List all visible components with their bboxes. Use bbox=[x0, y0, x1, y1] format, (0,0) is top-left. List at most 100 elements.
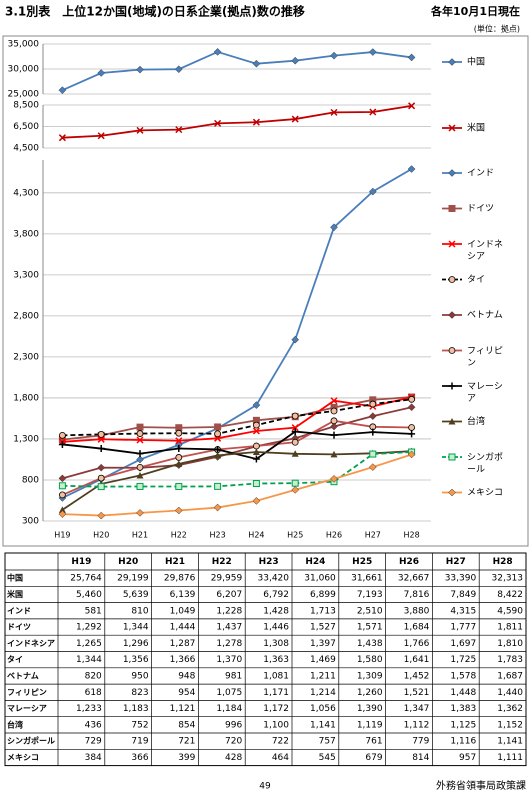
table-header: H22 bbox=[212, 557, 232, 567]
table-cell: 719 bbox=[131, 737, 148, 747]
marker bbox=[330, 223, 338, 232]
series-line bbox=[62, 406, 412, 480]
marker bbox=[291, 424, 299, 432]
row-label: ドイツ bbox=[7, 623, 31, 632]
table-cell: 1,725 bbox=[450, 655, 476, 665]
table-cell: 720 bbox=[225, 737, 242, 747]
table-cell: 2,510 bbox=[357, 606, 383, 616]
table-cell: 581 bbox=[85, 606, 102, 616]
chart-frame bbox=[2, 35, 529, 547]
marker bbox=[291, 428, 299, 436]
row-label: マレーシア bbox=[7, 704, 47, 713]
table-cell: 1,056 bbox=[310, 704, 336, 714]
marker bbox=[175, 454, 183, 461]
marker bbox=[291, 479, 299, 487]
table-cell: 1,296 bbox=[123, 639, 149, 649]
marker bbox=[330, 417, 338, 425]
marker bbox=[291, 486, 300, 494]
marker bbox=[291, 115, 299, 123]
marker bbox=[408, 430, 416, 438]
y-tick-label: 4,500 bbox=[13, 144, 39, 154]
table-cell: 810 bbox=[131, 606, 148, 616]
table-cell: 1,116 bbox=[450, 737, 476, 747]
marker bbox=[59, 431, 66, 439]
series-line bbox=[62, 168, 413, 499]
table-cell: 8,422 bbox=[497, 590, 523, 600]
legend-marker bbox=[448, 58, 456, 66]
table-cell: 1,211 bbox=[310, 671, 336, 681]
table-cell: 779 bbox=[412, 737, 429, 747]
marker bbox=[97, 445, 105, 453]
table-cell: 1,265 bbox=[76, 639, 102, 649]
marker bbox=[58, 86, 67, 95]
table-cell: 1,214 bbox=[310, 688, 336, 698]
marker bbox=[213, 48, 222, 56]
marker bbox=[330, 108, 338, 116]
marker bbox=[252, 448, 260, 455]
table-cell: 1,287 bbox=[170, 639, 196, 649]
table-cell: 1,260 bbox=[357, 688, 383, 698]
legend-label: インドネシア bbox=[467, 239, 503, 262]
marker bbox=[369, 428, 377, 436]
page-title: 3.1別表 上位12か国(地域)の日系企業(拠点)数の推移 bbox=[5, 4, 305, 19]
marker bbox=[214, 119, 222, 127]
marker bbox=[175, 437, 183, 445]
marker bbox=[369, 108, 377, 116]
table-cell: 948 bbox=[178, 671, 195, 681]
marker bbox=[368, 463, 377, 471]
marker bbox=[291, 450, 299, 457]
row-label: ベトナム bbox=[7, 671, 39, 680]
table-cell: 1,810 bbox=[497, 639, 523, 649]
table-cell: 1,125 bbox=[450, 720, 476, 730]
table-cell: 1,347 bbox=[404, 704, 430, 714]
marker bbox=[369, 450, 377, 458]
marker bbox=[330, 397, 338, 405]
marker bbox=[407, 403, 416, 412]
table-cell: 1,571 bbox=[357, 623, 383, 633]
table-header: H19 bbox=[71, 557, 91, 567]
row-label: 台湾 bbox=[7, 719, 23, 729]
marker bbox=[174, 506, 183, 515]
marker bbox=[136, 450, 144, 458]
marker bbox=[213, 503, 222, 512]
marker bbox=[175, 483, 183, 491]
table-cell: 1,344 bbox=[76, 655, 102, 665]
table-cell: 1,641 bbox=[404, 655, 430, 665]
marker bbox=[214, 482, 222, 490]
table-cell: 1,777 bbox=[450, 623, 476, 633]
table-cell: 399 bbox=[178, 753, 195, 763]
table-cell: 679 bbox=[365, 753, 382, 763]
table-cell: 981 bbox=[225, 671, 242, 681]
row-label: シンガポール bbox=[7, 736, 55, 746]
table-cell: 1,580 bbox=[357, 655, 383, 665]
marker bbox=[175, 126, 183, 134]
table-cell: 25,764 bbox=[70, 574, 102, 584]
legend-label: タイ bbox=[467, 274, 485, 285]
table-header: H25 bbox=[352, 557, 372, 567]
legend-label: 台湾 bbox=[467, 415, 485, 427]
table-cell: 1,233 bbox=[76, 704, 102, 714]
table-cell: 6,207 bbox=[216, 590, 242, 600]
table-cell: 1,292 bbox=[76, 623, 102, 633]
table-cell: 1,370 bbox=[216, 655, 242, 665]
date-note: 各年10月1日現在 bbox=[430, 4, 520, 18]
table-cell: 1,344 bbox=[123, 623, 149, 633]
marker bbox=[136, 463, 144, 471]
marker bbox=[408, 424, 416, 431]
table-cell: 1,766 bbox=[404, 639, 430, 649]
legend-marker bbox=[448, 453, 456, 461]
marker bbox=[175, 460, 183, 467]
marker bbox=[252, 118, 260, 126]
marker bbox=[291, 56, 300, 65]
marker bbox=[252, 427, 260, 435]
series-line bbox=[62, 50, 412, 92]
marker bbox=[136, 423, 144, 431]
legend-label-line: ール bbox=[467, 465, 485, 475]
table-cell: 950 bbox=[131, 671, 148, 681]
marker bbox=[136, 509, 144, 517]
table-cell: 1,527 bbox=[310, 623, 336, 633]
marker bbox=[97, 511, 106, 520]
page-number: 49 bbox=[259, 782, 271, 792]
legend-marker bbox=[448, 382, 456, 390]
